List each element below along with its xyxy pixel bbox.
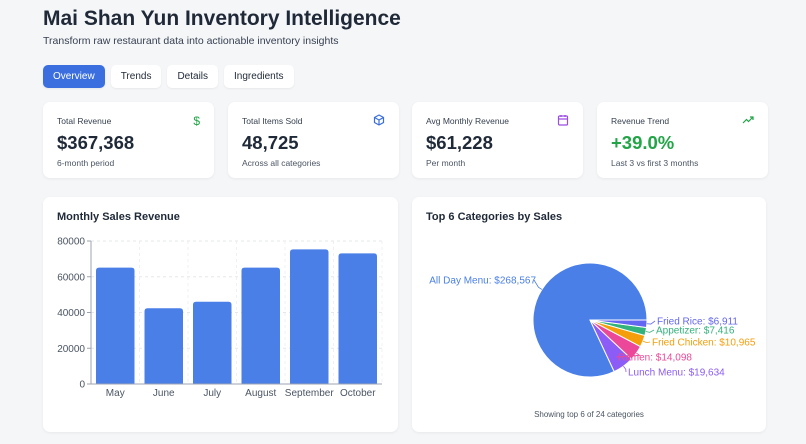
stat-card-total-revenue: Total Revenue $367,368 6-month period $ xyxy=(43,102,214,178)
stat-card-revenue-trend: Revenue Trend +39.0% Last 3 vs first 3 m… xyxy=(597,102,768,178)
y-tick-label: 60000 xyxy=(57,272,85,283)
bar-october xyxy=(338,253,377,384)
x-tick-label: October xyxy=(340,388,376,399)
dollar-icon: $ xyxy=(193,114,200,128)
pie-chart: All Day Menu: $268,567 Lunch Menu: $19,63… xyxy=(429,262,756,379)
stat-value: +39.0% xyxy=(611,132,675,153)
stat-note: Last 3 vs first 3 months xyxy=(611,158,699,168)
pie-label-line xyxy=(615,352,641,358)
pie-label-line xyxy=(645,329,655,333)
stat-note: Across all categories xyxy=(242,158,321,168)
x-tick-label: July xyxy=(203,388,221,399)
page-title: Mai Shan Yun Inventory Intelligence xyxy=(43,7,401,30)
page-subtitle: Transform raw restaurant data into actio… xyxy=(43,35,339,47)
top-categories-card: Top 6 Categories by Sales All Day Menu: … xyxy=(412,197,766,432)
chart-footnote: Showing top 6 of 24 categories xyxy=(534,410,644,419)
pie-label-line xyxy=(623,365,627,373)
stat-value: $61,228 xyxy=(426,132,493,153)
x-tick-label: June xyxy=(153,388,175,399)
stat-note: 6-month period xyxy=(57,158,115,168)
pie-slice-fried-rice xyxy=(589,319,648,329)
pie-label: Ramen: $14,098 xyxy=(618,353,692,364)
stat-value: $367,368 xyxy=(57,132,135,153)
tab-ingredients[interactable]: Ingredients xyxy=(224,65,294,88)
bar-july xyxy=(193,301,232,384)
monthly-sales-card: Monthly Sales Revenue 0 20000 40000 60000 80… xyxy=(43,197,398,432)
tab-overview[interactable]: Overview xyxy=(43,65,105,88)
y-tick-label: 40000 xyxy=(57,308,85,319)
stat-label: Total Revenue xyxy=(57,116,112,126)
stat-card-avg-monthly: Avg Monthly Revenue $61,228 Per month xyxy=(412,102,583,178)
bar-june xyxy=(144,308,183,384)
tab-bar: Overview Trends Details Ingredients xyxy=(43,65,294,88)
stat-label: Avg Monthly Revenue xyxy=(426,116,510,126)
stat-label: Revenue Trend xyxy=(611,116,670,126)
pie-label: All Day Menu: $268,567 xyxy=(429,276,536,287)
stat-card-items-sold: Total Items Sold 48,725 Across all categ… xyxy=(228,102,399,178)
pie-label-line xyxy=(646,320,656,325)
stat-value: 48,725 xyxy=(242,132,299,153)
box-icon xyxy=(373,114,385,126)
bar-chart: 0 20000 40000 60000 80000 May June July August Se… xyxy=(57,237,383,399)
pie-label: Fried Rice: $6,911 xyxy=(657,317,738,328)
trending-up-icon xyxy=(742,116,754,124)
x-tick-label: September xyxy=(285,388,335,399)
bar-september xyxy=(290,249,329,384)
bar-august xyxy=(241,267,280,384)
y-tick-label: 80000 xyxy=(57,237,85,248)
pie-label-line xyxy=(533,279,543,290)
chart-title: Monthly Sales Revenue xyxy=(57,211,180,223)
pie-label: Fried Chicken: $10,965 xyxy=(652,338,756,349)
y-tick-label: 0 xyxy=(79,380,85,391)
stat-label: Total Items Sold xyxy=(242,116,303,126)
stat-note: Per month xyxy=(426,158,466,168)
tab-details[interactable]: Details xyxy=(167,65,219,88)
pie-label: Appetizer: $7,416 xyxy=(656,326,735,337)
tab-trends[interactable]: Trends xyxy=(110,65,162,88)
chart-title: Top 6 Categories by Sales xyxy=(426,211,563,223)
calendar-icon xyxy=(557,115,569,126)
y-tick-label: 20000 xyxy=(57,344,85,355)
x-tick-label: August xyxy=(245,388,276,399)
pie-label: Lunch Menu: $19,634 xyxy=(628,368,725,379)
x-tick-label: May xyxy=(106,388,125,399)
pie-slice-all-day-menu xyxy=(532,262,648,378)
bar-may xyxy=(96,267,135,384)
pie-label-line xyxy=(642,340,651,344)
